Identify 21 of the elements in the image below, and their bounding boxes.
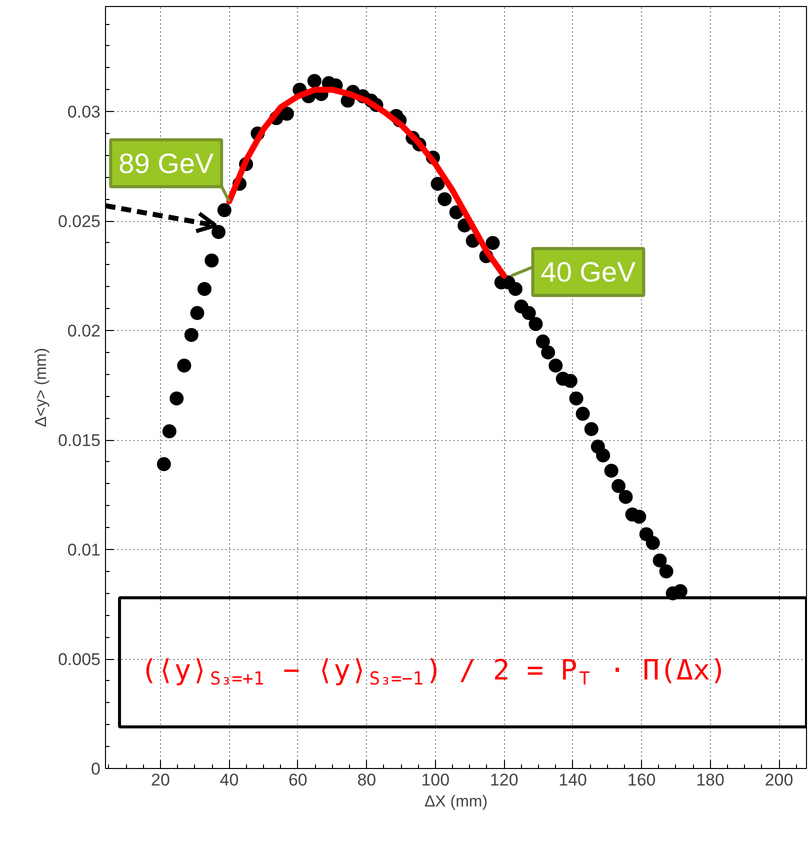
y-tick-label: 0.025 [58,212,101,232]
annotation: 40 GeV [540,256,636,288]
y-tick-label: 0.005 [58,650,101,670]
x-tick-label: 20 [151,770,170,790]
x-tick-label: 60 [288,770,308,790]
y-axis-title: Δ<y> (mm) [32,348,50,428]
x-tick-label: 160 [627,770,656,790]
x-tick-label: 40 [220,770,239,790]
y-tick-label: 0.02 [67,322,101,341]
annotation: 89 GeV [118,148,214,179]
x-axis-title: ΔX (mm) [424,794,488,810]
y-tick-label: 0.03 [67,102,101,122]
x-tick-label: 180 [696,770,724,790]
x-tick-label: 80 [357,770,376,790]
y-tick-label: 0 [91,760,101,778]
x-tick-label: 140 [558,770,588,790]
y-tick-label: 0.01 [67,540,101,560]
x-tick-label: 200 [764,770,794,790]
y-tick-label: 0.015 [58,431,101,450]
x-tick-label: 100 [421,770,450,790]
x-tick-label: 120 [490,770,518,790]
